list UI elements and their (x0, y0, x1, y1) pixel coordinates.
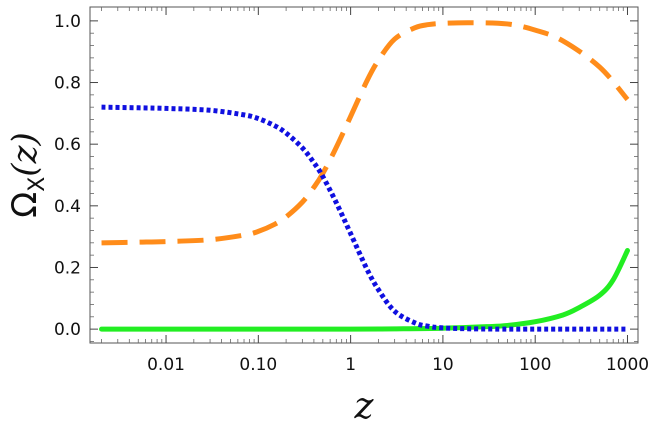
x-tick-label: 10 (432, 355, 454, 375)
x-tick-label: 1000 (606, 355, 648, 375)
x-tick-label: 0.01 (147, 355, 185, 375)
y-axis-title-main: Ω (5, 192, 45, 218)
axis-ticks (90, 7, 638, 343)
y-tick-label: 0.8 (54, 74, 81, 94)
y-tick-label: 0.0 (54, 320, 81, 340)
y-tick-label: 1.0 (54, 12, 81, 32)
x-tick-label: 1 (345, 355, 356, 375)
series-line-dotted-blue (101, 104, 628, 332)
y-axis-title: ΩX(z) (5, 132, 50, 218)
svg-text:ΩX(z): ΩX(z) (5, 132, 50, 218)
y-tick-label: 0.4 (54, 197, 81, 217)
series-line-dashed-orange (101, 20, 630, 246)
x-axis-title: z (354, 386, 375, 427)
axis-tick-labels: 0.01 0.10 1 10 100 1000 0.0 0.2 0.4 0.6 0.8 1.0 (54, 12, 648, 375)
x-tick-label: 0.10 (239, 355, 277, 375)
y-tick-label: 0.6 (54, 135, 81, 155)
y-tick-label: 0.2 (54, 258, 81, 278)
x-tick-label: 100 (519, 355, 551, 375)
series-layer (99, 20, 630, 332)
y-axis-title-arg: (z) (5, 132, 45, 176)
plot-frame (89, 6, 639, 344)
y-axis-title-sub: X (25, 177, 50, 192)
series-line-solid-green (99, 248, 630, 332)
